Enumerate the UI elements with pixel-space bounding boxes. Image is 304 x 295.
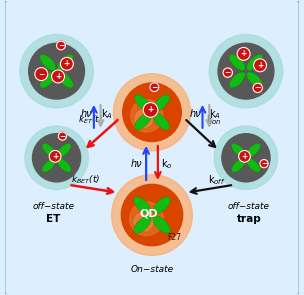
Text: +: + bbox=[52, 152, 58, 161]
Ellipse shape bbox=[42, 158, 56, 172]
Text: k$_{ET}$(t): k$_{ET}$(t) bbox=[78, 113, 103, 126]
Circle shape bbox=[25, 126, 88, 189]
Ellipse shape bbox=[57, 158, 71, 172]
Text: ET: ET bbox=[47, 214, 61, 224]
Ellipse shape bbox=[229, 55, 245, 71]
Text: k$_o$: k$_o$ bbox=[161, 157, 172, 171]
Ellipse shape bbox=[153, 113, 169, 130]
Text: hν: hν bbox=[131, 159, 143, 169]
Ellipse shape bbox=[134, 216, 151, 233]
Text: −: − bbox=[59, 132, 66, 141]
Circle shape bbox=[239, 150, 250, 162]
Text: +: + bbox=[147, 105, 154, 114]
Circle shape bbox=[113, 74, 191, 151]
Text: hν: hν bbox=[81, 109, 93, 119]
Circle shape bbox=[52, 70, 64, 83]
Circle shape bbox=[112, 175, 192, 255]
Circle shape bbox=[57, 41, 65, 50]
Circle shape bbox=[134, 213, 153, 231]
Text: +: + bbox=[55, 72, 61, 81]
Circle shape bbox=[214, 126, 278, 189]
Text: −: − bbox=[38, 70, 44, 78]
Circle shape bbox=[58, 132, 67, 140]
Text: off−state: off−state bbox=[228, 202, 270, 211]
Ellipse shape bbox=[247, 72, 263, 88]
Ellipse shape bbox=[232, 143, 245, 157]
Circle shape bbox=[49, 150, 61, 162]
Circle shape bbox=[20, 35, 93, 108]
Text: −: − bbox=[225, 68, 231, 77]
Circle shape bbox=[29, 43, 85, 99]
Circle shape bbox=[123, 83, 181, 142]
Circle shape bbox=[130, 202, 163, 236]
Text: trap: trap bbox=[237, 214, 261, 224]
Ellipse shape bbox=[57, 143, 71, 157]
Circle shape bbox=[135, 110, 153, 127]
Text: +: + bbox=[241, 152, 248, 161]
Circle shape bbox=[121, 184, 183, 246]
Circle shape bbox=[237, 47, 250, 60]
Ellipse shape bbox=[229, 72, 245, 88]
Text: −: − bbox=[254, 83, 261, 92]
Circle shape bbox=[209, 35, 283, 108]
Ellipse shape bbox=[247, 158, 260, 172]
Circle shape bbox=[150, 83, 159, 91]
Text: +: + bbox=[240, 49, 247, 58]
FancyBboxPatch shape bbox=[4, 0, 300, 295]
Text: F27: F27 bbox=[167, 233, 181, 242]
Text: −: − bbox=[261, 159, 267, 168]
Ellipse shape bbox=[57, 72, 73, 88]
Text: k$_{on}$: k$_{on}$ bbox=[206, 113, 222, 127]
Ellipse shape bbox=[232, 158, 245, 172]
Text: −: − bbox=[151, 83, 157, 92]
Ellipse shape bbox=[153, 197, 170, 214]
Text: −: − bbox=[58, 41, 64, 50]
Text: off−state: off−state bbox=[33, 202, 75, 211]
Text: k$_A$: k$_A$ bbox=[101, 108, 112, 121]
Ellipse shape bbox=[135, 113, 151, 130]
Ellipse shape bbox=[134, 197, 151, 214]
Text: +: + bbox=[64, 59, 70, 68]
Text: On−state: On−state bbox=[130, 265, 174, 274]
Circle shape bbox=[143, 103, 158, 117]
Ellipse shape bbox=[135, 95, 151, 112]
Circle shape bbox=[254, 59, 267, 72]
Ellipse shape bbox=[40, 72, 56, 88]
Circle shape bbox=[60, 57, 73, 70]
Circle shape bbox=[131, 100, 163, 132]
Ellipse shape bbox=[247, 55, 263, 71]
Circle shape bbox=[223, 68, 233, 77]
Ellipse shape bbox=[42, 143, 56, 157]
Text: k$_A$: k$_A$ bbox=[209, 108, 221, 121]
Ellipse shape bbox=[153, 216, 170, 233]
Circle shape bbox=[218, 43, 274, 99]
Circle shape bbox=[253, 83, 262, 93]
Ellipse shape bbox=[57, 55, 73, 71]
Text: QD: QD bbox=[140, 209, 158, 219]
Ellipse shape bbox=[40, 55, 56, 71]
Circle shape bbox=[222, 134, 270, 182]
Circle shape bbox=[35, 68, 48, 81]
Ellipse shape bbox=[153, 95, 169, 112]
Circle shape bbox=[260, 160, 268, 168]
Text: hν: hν bbox=[190, 109, 201, 119]
Ellipse shape bbox=[247, 143, 260, 157]
Circle shape bbox=[33, 134, 81, 182]
Text: +: + bbox=[257, 61, 263, 70]
Text: k$_{off}$: k$_{off}$ bbox=[208, 173, 225, 187]
Text: k$_{BET}$(t): k$_{BET}$(t) bbox=[71, 173, 101, 186]
